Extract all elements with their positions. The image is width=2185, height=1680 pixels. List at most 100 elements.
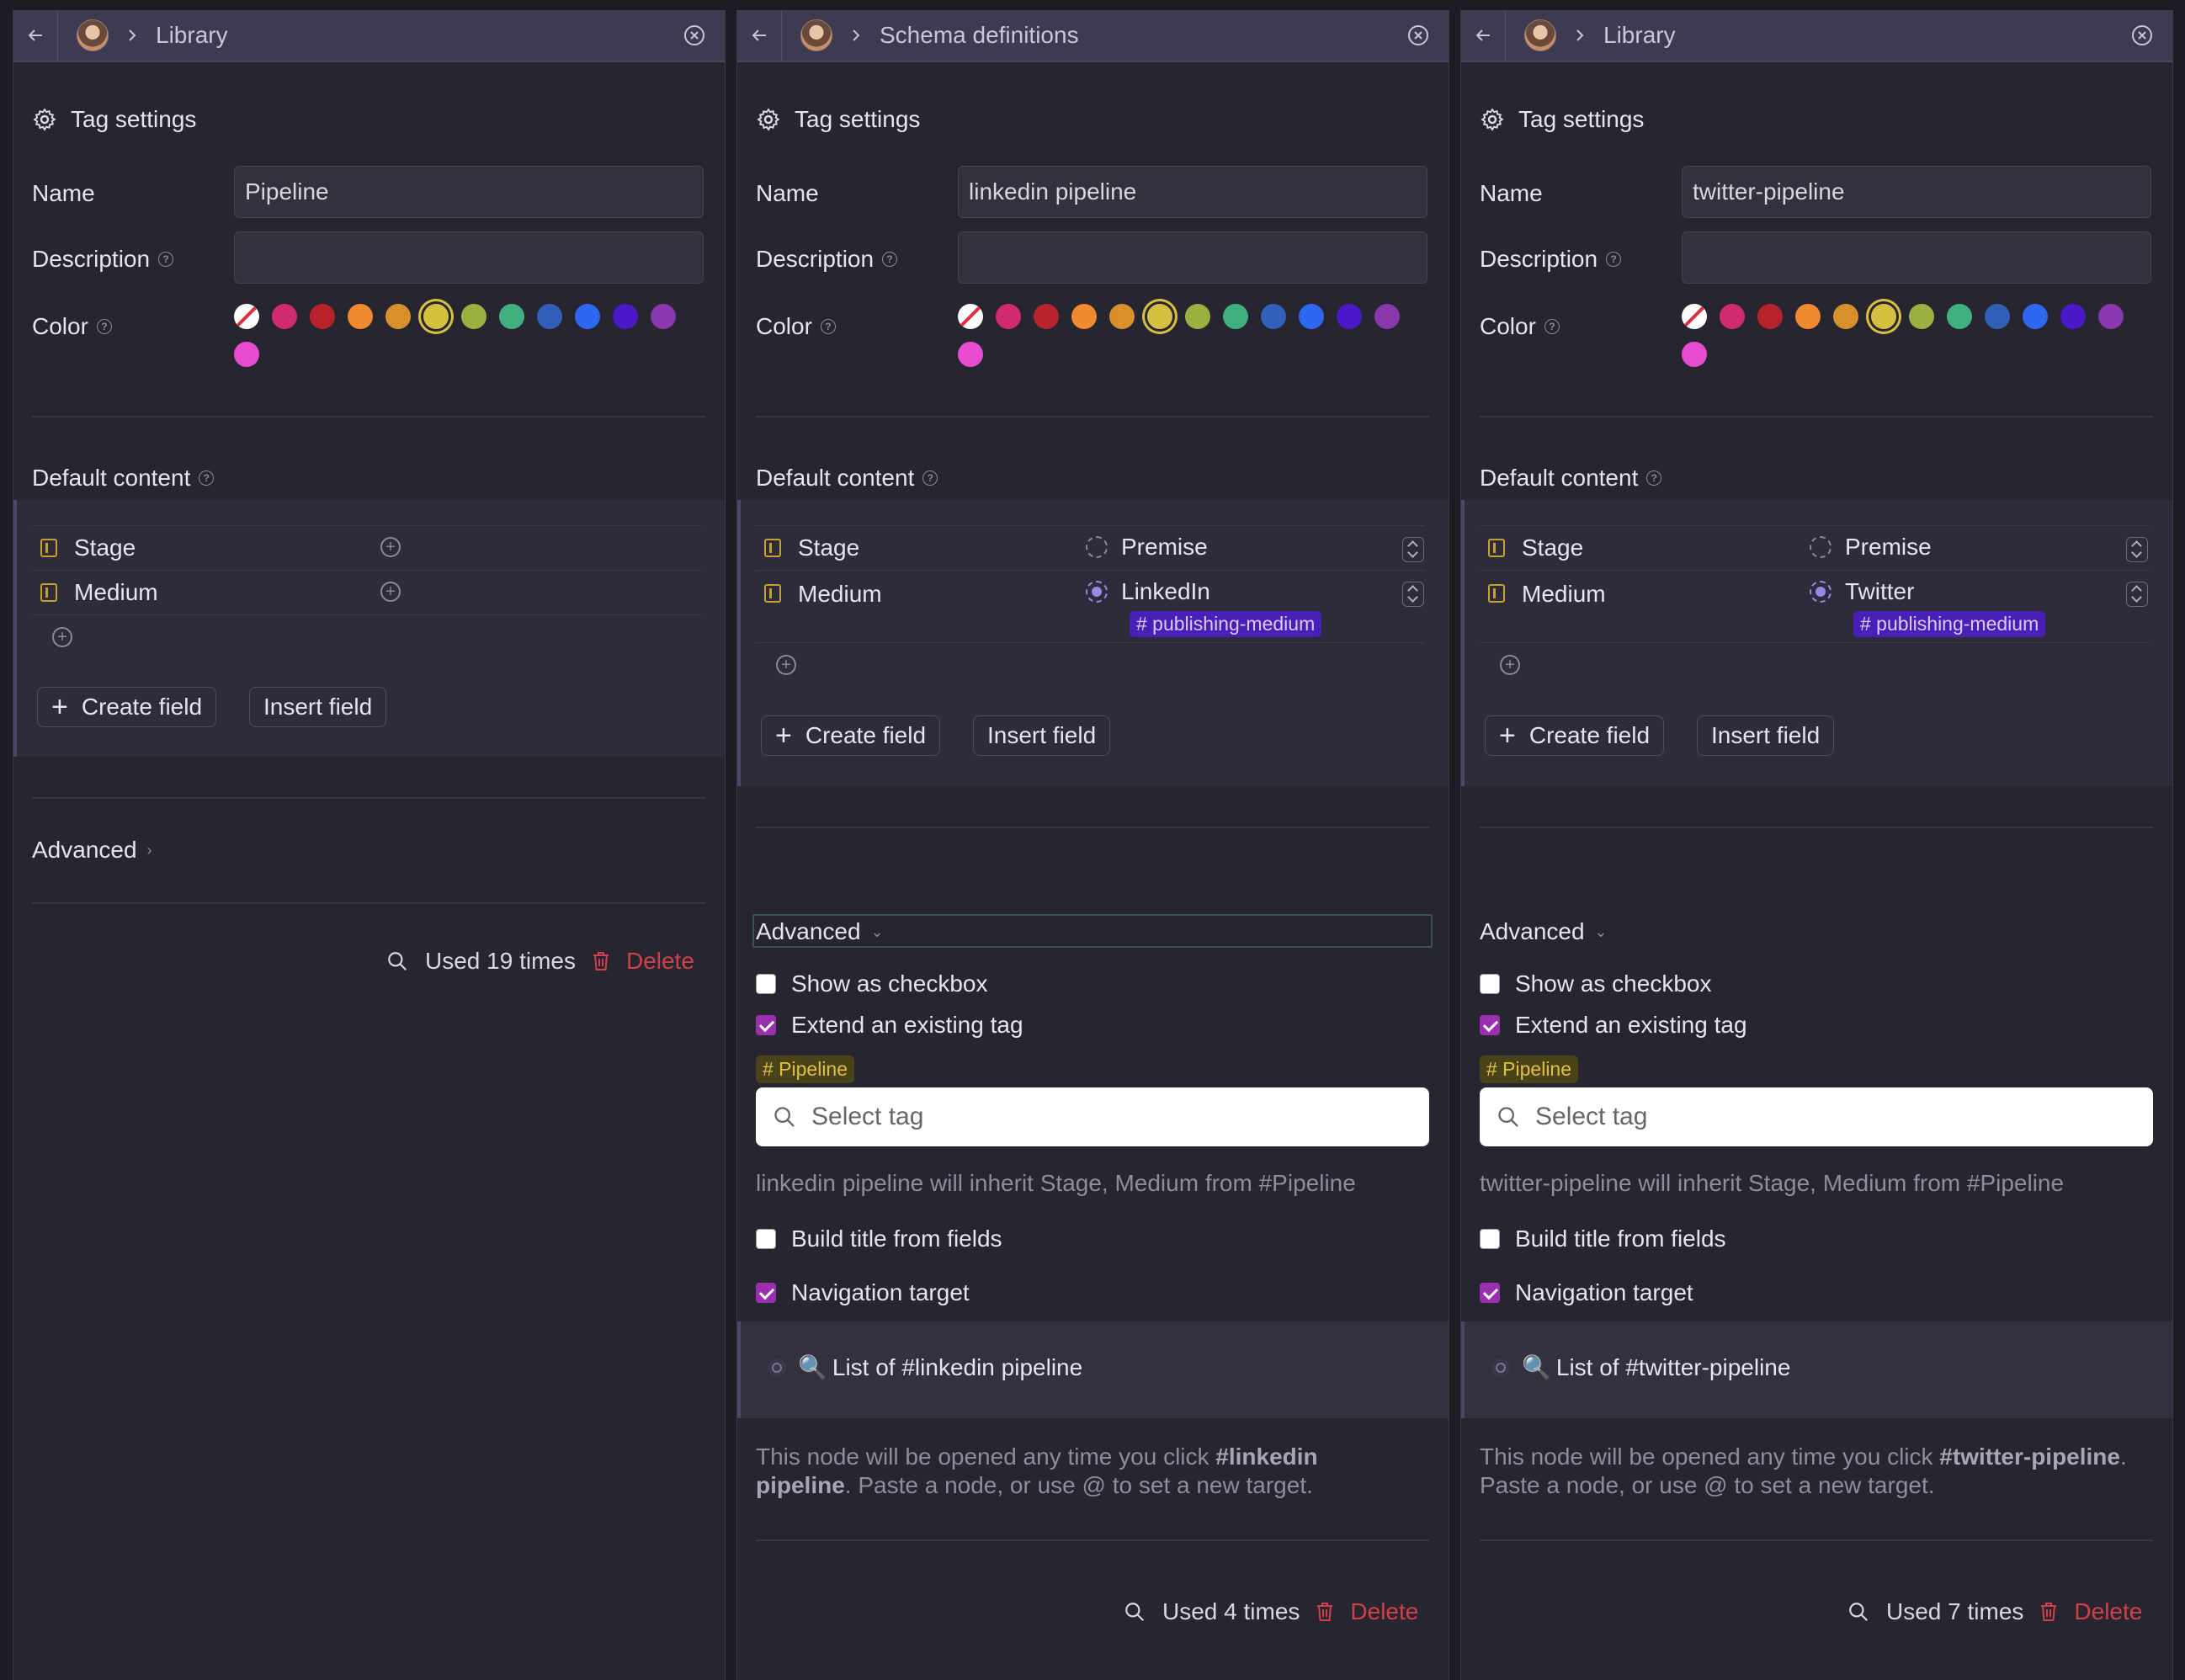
color-swatch[interactable]	[1261, 304, 1286, 329]
color-swatch[interactable]	[461, 304, 486, 329]
build-title-option[interactable]: Build title from fields	[1480, 1225, 1726, 1252]
back-button[interactable]	[1461, 10, 1506, 61]
show-as-checkbox-option[interactable]: Show as checkbox	[1480, 970, 1711, 997]
color-swatch[interactable]	[1871, 304, 1896, 329]
select-tag-input[interactable]: Select tag	[1480, 1087, 2153, 1146]
stepper-icon[interactable]	[1402, 537, 1424, 562]
show-as-checkbox-option[interactable]: Show as checkbox	[756, 970, 987, 997]
help-icon[interactable]: ?	[199, 471, 215, 486]
extended-tag-chip[interactable]: # Pipeline	[1480, 1055, 1579, 1083]
color-swatch[interactable]	[1795, 304, 1821, 329]
add-field-row[interactable]: +	[32, 614, 701, 659]
checkbox[interactable]	[756, 1229, 776, 1249]
add-field-icon[interactable]: +	[776, 655, 796, 675]
color-swatch[interactable]	[234, 342, 259, 367]
delete-button[interactable]: Delete	[1315, 1598, 1418, 1625]
color-swatch[interactable]	[1947, 304, 1972, 329]
color-swatch-none[interactable]	[234, 304, 259, 329]
help-icon[interactable]: ?	[922, 471, 938, 486]
field-value-stage[interactable]: Premise	[1086, 534, 1208, 561]
color-swatch[interactable]	[2098, 304, 2124, 329]
color-swatch[interactable]	[958, 342, 983, 367]
stepper-icon[interactable]	[1402, 582, 1424, 607]
color-swatch-none[interactable]	[958, 304, 983, 329]
advanced-toggle[interactable]: Advanced ⌄	[756, 918, 884, 944]
avatar[interactable]	[800, 19, 832, 51]
color-swatch[interactable]	[385, 304, 411, 329]
color-swatch[interactable]	[1147, 304, 1172, 329]
color-swatch[interactable]	[1109, 304, 1135, 329]
delete-button[interactable]: Delete	[2039, 1598, 2142, 1625]
name-input[interactable]: twitter-pipeline	[1682, 166, 2151, 218]
create-field-button[interactable]: + Create field	[761, 715, 941, 756]
color-swatch[interactable]	[1682, 342, 1707, 367]
add-field-icon[interactable]: +	[52, 627, 72, 647]
color-swatch[interactable]	[423, 304, 449, 329]
select-tag-input[interactable]: Select tag	[756, 1087, 1429, 1146]
name-input[interactable]: Pipeline	[234, 166, 704, 218]
color-swatch[interactable]	[272, 304, 297, 329]
color-swatch[interactable]	[575, 304, 600, 329]
add-value-icon[interactable]: +	[380, 537, 401, 557]
create-field-button[interactable]: + Create field	[1485, 715, 1665, 756]
color-swatch[interactable]	[2060, 304, 2086, 329]
name-input[interactable]: linkedin pipeline	[958, 166, 1427, 218]
stepper-icon[interactable]	[2126, 582, 2148, 607]
help-icon[interactable]: ?	[1544, 319, 1560, 334]
color-swatch[interactable]	[1223, 304, 1248, 329]
color-swatch[interactable]	[1185, 304, 1210, 329]
color-swatch[interactable]	[651, 304, 676, 329]
close-icon[interactable]	[2130, 24, 2154, 47]
tag-chip[interactable]: # publishing-medium	[1853, 611, 2046, 637]
navigation-target-node[interactable]: 🔍 List of #linkedin pipeline	[768, 1353, 1082, 1381]
help-icon[interactable]: ?	[158, 252, 174, 267]
add-value-icon[interactable]: +	[380, 582, 401, 602]
insert-field-button[interactable]: Insert field	[973, 715, 1111, 756]
field-value-stage[interactable]: Premise	[1810, 534, 1932, 561]
help-icon[interactable]: ?	[1646, 471, 1662, 486]
checkbox[interactable]	[1480, 974, 1500, 994]
usage-count[interactable]: Used 7 times	[1886, 1598, 2024, 1624]
breadcrumb[interactable]: Schema definitions	[880, 22, 1079, 48]
color-swatch[interactable]	[1071, 304, 1097, 329]
field-row-stage[interactable]: Stage	[756, 525, 1425, 570]
add-field-row[interactable]: +	[1480, 642, 2149, 687]
breadcrumb[interactable]: Library	[156, 22, 228, 48]
checkbox[interactable]	[756, 974, 776, 994]
add-field-row[interactable]: +	[756, 642, 1425, 687]
help-icon[interactable]: ?	[882, 252, 898, 267]
color-swatch[interactable]	[499, 304, 524, 329]
field-row-medium[interactable]: Medium +	[32, 570, 701, 614]
color-swatch[interactable]	[613, 304, 638, 329]
description-input[interactable]	[1682, 231, 2151, 284]
back-button[interactable]	[13, 10, 58, 61]
close-icon[interactable]	[1406, 24, 1430, 47]
color-swatch[interactable]	[1757, 304, 1783, 329]
color-swatch[interactable]	[1985, 304, 2010, 329]
extend-tag-option[interactable]: Extend an existing tag	[1480, 1012, 1747, 1039]
navigation-target-node[interactable]: 🔍 List of #twitter-pipeline	[1491, 1353, 1790, 1381]
navigation-target-option[interactable]: Navigation target	[1480, 1279, 1693, 1306]
help-icon[interactable]: ?	[96, 319, 112, 334]
field-value-medium[interactable]: LinkedIn	[1086, 578, 1210, 605]
color-swatch[interactable]	[1337, 304, 1362, 329]
advanced-toggle[interactable]: Advanced ›	[32, 837, 152, 863]
color-swatch[interactable]	[1374, 304, 1400, 329]
color-swatch[interactable]	[2023, 304, 2048, 329]
extend-tag-option[interactable]: Extend an existing tag	[756, 1012, 1023, 1039]
add-field-icon[interactable]: +	[1500, 655, 1520, 675]
description-input[interactable]	[234, 231, 704, 284]
stepper-icon[interactable]	[2126, 537, 2148, 562]
color-swatch[interactable]	[1909, 304, 1934, 329]
avatar[interactable]	[77, 19, 109, 51]
checkbox-checked[interactable]	[1480, 1015, 1500, 1035]
tag-chip[interactable]: # publishing-medium	[1130, 611, 1322, 637]
color-swatch[interactable]	[310, 304, 335, 329]
color-swatch[interactable]	[1034, 304, 1059, 329]
help-icon[interactable]: ?	[820, 319, 836, 334]
description-input[interactable]	[958, 231, 1427, 284]
insert-field-button[interactable]: Insert field	[1697, 715, 1835, 756]
delete-button[interactable]: Delete	[591, 948, 694, 975]
checkbox-checked[interactable]	[1480, 1283, 1500, 1303]
usage-count[interactable]: Used 19 times	[425, 948, 576, 974]
